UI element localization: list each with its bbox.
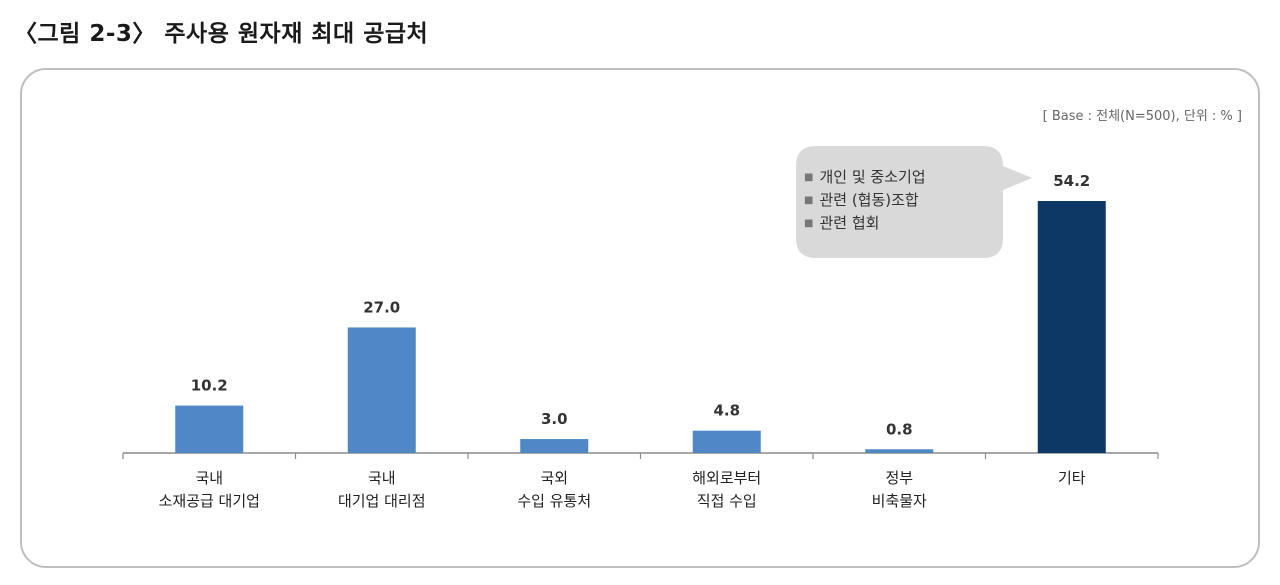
category-label: 수입 유통처	[517, 492, 591, 510]
category-label: 기타	[1058, 469, 1086, 487]
bar	[1037, 201, 1106, 453]
callout-list: ■ 개인 및 중소기업 ■ 관련 (협동)조합 ■ 관련 협회	[804, 166, 926, 235]
bar	[865, 449, 934, 453]
category-label: 국내	[195, 469, 223, 487]
category-label: 대기업 대리점	[338, 492, 426, 510]
bar	[692, 430, 761, 453]
callout-item: ■ 관련 (협동)조합	[804, 189, 926, 212]
bar	[347, 327, 416, 453]
callout-item-label: 관련 협회	[819, 214, 880, 232]
callout-item: ■ 개인 및 중소기업	[804, 166, 926, 189]
category-label: 직접 수입	[697, 492, 757, 510]
data-label: 10.2	[191, 377, 228, 395]
bullet-icon: ■	[804, 218, 814, 229]
bar	[520, 439, 589, 453]
callout-item: ■ 관련 협회	[804, 212, 926, 235]
category-label: 국내	[368, 469, 396, 487]
callout-item-label: 개인 및 중소기업	[819, 168, 926, 186]
bullet-icon: ■	[804, 195, 814, 206]
base-note: [ Base : 전체(N=500), 단위 : % ]	[1042, 109, 1242, 124]
data-label: 27.0	[363, 298, 400, 316]
callout-shape	[796, 146, 1032, 258]
figure-title: 〈그림 2-3〉 주사용 원자재 최대 공급처	[14, 21, 429, 47]
category-label: 해외로부터	[692, 469, 761, 487]
data-label: 54.2	[1053, 172, 1090, 190]
data-label: 3.0	[541, 410, 568, 428]
data-label: 0.8	[886, 420, 913, 438]
data-label: 4.8	[713, 402, 740, 420]
category-label: 정부	[885, 469, 913, 487]
callout-item-label: 관련 (협동)조합	[819, 191, 919, 209]
category-label: 국외	[540, 469, 568, 487]
bar	[175, 405, 244, 453]
bullet-icon: ■	[804, 172, 814, 183]
category-label: 비축물자	[872, 492, 927, 510]
category-label: 소재공급 대기업	[159, 492, 260, 510]
callout-box: ■ 개인 및 중소기업 ■ 관련 (협동)조합 ■ 관련 협회	[796, 146, 1032, 258]
